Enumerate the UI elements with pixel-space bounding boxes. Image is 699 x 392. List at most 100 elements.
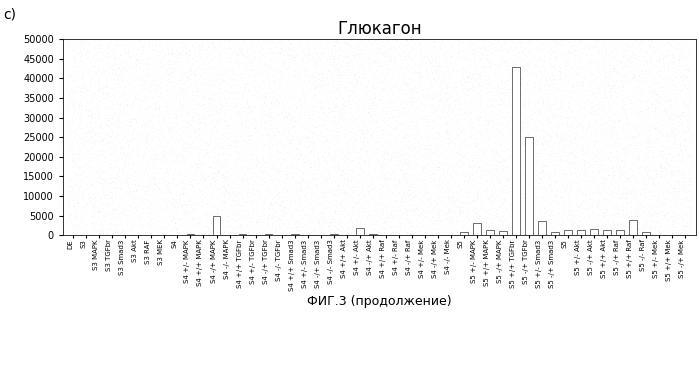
Point xyxy=(314,56,325,62)
Point xyxy=(154,186,165,192)
Point xyxy=(433,211,444,217)
Point xyxy=(114,52,125,58)
Point xyxy=(121,75,132,81)
Point xyxy=(149,181,160,187)
Point xyxy=(468,187,480,193)
Point xyxy=(349,52,360,58)
Point xyxy=(658,164,670,170)
Point xyxy=(568,112,579,118)
Point xyxy=(524,218,535,224)
Point xyxy=(237,226,248,232)
Point xyxy=(156,149,167,155)
Point xyxy=(124,201,135,208)
Point xyxy=(497,85,508,92)
Point xyxy=(595,221,606,227)
Point xyxy=(607,134,618,141)
Point xyxy=(474,146,485,152)
Point xyxy=(238,104,249,111)
Point xyxy=(668,101,679,107)
Point xyxy=(447,163,459,169)
Point xyxy=(146,112,157,118)
Point xyxy=(63,126,74,132)
Point xyxy=(87,212,99,219)
Point xyxy=(438,60,449,66)
Point xyxy=(484,191,496,197)
Point xyxy=(668,83,679,90)
Point xyxy=(115,154,126,161)
Point xyxy=(493,171,505,177)
Point xyxy=(199,116,210,123)
Point xyxy=(637,204,648,210)
Point xyxy=(390,175,401,181)
Point xyxy=(329,228,340,234)
Point xyxy=(648,147,659,154)
Point xyxy=(338,137,349,143)
Point xyxy=(172,67,183,74)
Point xyxy=(85,159,96,165)
Point xyxy=(377,131,389,138)
Point xyxy=(312,164,324,170)
Point xyxy=(383,184,394,191)
Point xyxy=(348,143,359,149)
Point xyxy=(477,49,489,56)
Point xyxy=(671,69,682,75)
Point xyxy=(285,152,296,158)
Point xyxy=(606,83,617,89)
Point xyxy=(621,204,632,210)
Point xyxy=(631,190,642,196)
Point xyxy=(164,182,175,189)
Point xyxy=(652,192,663,198)
Point xyxy=(424,60,435,66)
Point xyxy=(110,158,122,165)
Point xyxy=(637,215,649,221)
Point xyxy=(545,76,556,82)
Point xyxy=(248,104,259,110)
Point xyxy=(346,77,357,83)
Point xyxy=(129,188,140,194)
Point xyxy=(377,160,389,167)
Point xyxy=(427,83,438,90)
Point xyxy=(415,39,426,45)
Point xyxy=(187,41,199,47)
Point xyxy=(162,149,173,155)
Point xyxy=(319,172,331,178)
Point xyxy=(602,58,613,64)
Point xyxy=(226,225,238,231)
Point xyxy=(110,198,122,205)
Point xyxy=(346,96,357,102)
Point xyxy=(655,151,666,157)
Point xyxy=(351,77,362,83)
Point xyxy=(577,189,589,195)
Point xyxy=(431,199,442,205)
Point xyxy=(641,171,652,177)
Point xyxy=(137,129,148,135)
Point xyxy=(464,134,475,140)
Point xyxy=(431,68,442,74)
Point xyxy=(411,230,422,236)
Point xyxy=(564,69,575,75)
Point xyxy=(661,187,672,193)
Point xyxy=(451,203,462,210)
Point xyxy=(363,95,374,102)
Point xyxy=(413,220,424,226)
Point xyxy=(153,113,164,119)
Point xyxy=(196,126,207,132)
Point xyxy=(602,185,613,191)
Point xyxy=(480,165,491,172)
Point xyxy=(423,69,434,75)
Point xyxy=(208,81,219,87)
Point xyxy=(331,62,342,69)
Point xyxy=(462,189,473,195)
Point xyxy=(516,125,527,131)
Point xyxy=(429,187,440,193)
Point xyxy=(431,151,442,158)
Point xyxy=(442,214,453,221)
Point xyxy=(398,157,409,163)
Point xyxy=(674,141,685,147)
Point xyxy=(526,127,537,133)
Point xyxy=(290,158,301,164)
Point xyxy=(345,56,356,63)
Point xyxy=(141,143,152,149)
Point xyxy=(174,136,185,142)
Point xyxy=(621,195,632,201)
